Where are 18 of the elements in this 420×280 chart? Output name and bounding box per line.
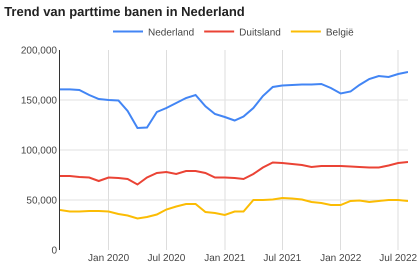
chart-title: Trend van parttime banen in Nederland <box>4 4 245 20</box>
x-tick-label: Jan 2021 <box>204 253 246 264</box>
y-tick-label: 200,000 <box>20 46 58 56</box>
y-tick-label: 100,000 <box>20 146 58 156</box>
y-tick-label: 150,000 <box>20 96 58 106</box>
x-tick-label: Jan 2022 <box>320 253 362 264</box>
line-series <box>60 197 408 220</box>
x-tick-label: Jul 2020 <box>147 253 186 264</box>
x-tick-label: Jul 2022 <box>379 253 418 264</box>
legend-label: Nederland <box>148 27 194 38</box>
y-tick-label: 0 <box>51 246 58 256</box>
x-tick-label: Jan 2020 <box>88 253 130 264</box>
legend-label: België <box>326 27 354 38</box>
x-tick-label: Jul 2021 <box>263 253 302 264</box>
legend-label: Duitsland <box>239 27 281 38</box>
line-series <box>60 71 408 129</box>
line-series <box>60 161 408 186</box>
y-tick-label: 50,000 <box>26 196 58 206</box>
